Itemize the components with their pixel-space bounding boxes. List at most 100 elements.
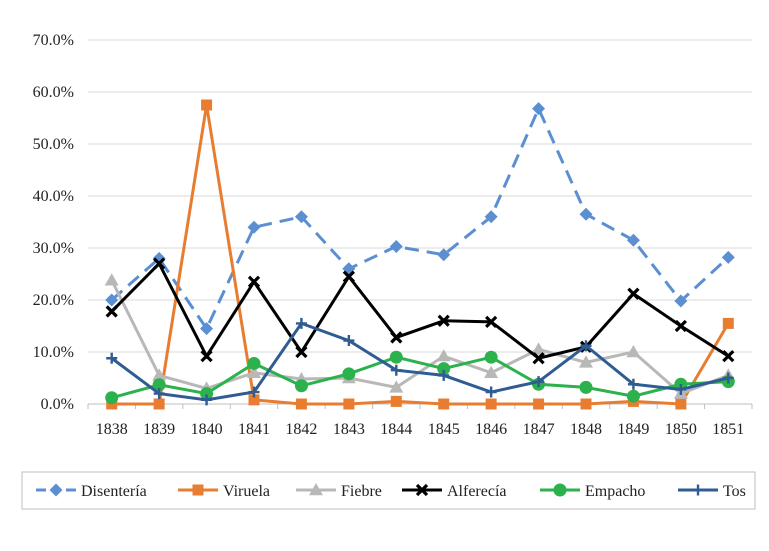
data-point (200, 322, 214, 336)
data-point (437, 362, 451, 376)
series-line (110, 104, 730, 332)
series-6 (106, 317, 734, 406)
legend-label: Disentería (81, 483, 147, 500)
x-tick-label: 1846 (475, 421, 507, 438)
x-tick-label: 1841 (238, 421, 270, 438)
data-point (153, 388, 165, 400)
data-point (343, 335, 355, 347)
data-point (295, 398, 307, 410)
x-tick-label: 1840 (191, 421, 223, 438)
data-point (721, 250, 735, 264)
data-point (247, 356, 261, 370)
data-point (580, 398, 592, 410)
data-point (437, 248, 451, 262)
data-point (248, 386, 260, 398)
legend-entry: Alferecía (402, 483, 507, 500)
data-point (485, 315, 498, 328)
legend-marker (309, 483, 323, 496)
data-point (675, 383, 687, 395)
data-point (674, 294, 688, 308)
x-tick-label: 1847 (523, 421, 555, 438)
legend: Disentería Viruela Fiebre Alferecía Empacho T… (21, 471, 756, 510)
data-point (389, 380, 404, 393)
data-point (248, 394, 260, 406)
data-point (390, 331, 403, 344)
data-point (106, 352, 118, 364)
data-point (390, 395, 402, 407)
data-point (626, 389, 640, 403)
series-3 (104, 273, 736, 399)
x-axis: 1838 1839 1840 1841 1842 1843 1844 1845 1846 1847… (87, 403, 753, 438)
data-point (579, 207, 593, 221)
data-point (200, 350, 213, 363)
series-line (110, 261, 730, 360)
data-point (295, 317, 307, 329)
y-axis: 0.0% 10.0% 20.0% 30.0% 40.0% 50.0% 60.0% 70.0% (33, 32, 74, 413)
y-tick-label: 40.0% (33, 188, 74, 205)
x-tick-label: 1848 (570, 421, 602, 438)
data-point (484, 210, 498, 224)
data-point (485, 386, 497, 398)
data-point (153, 398, 165, 410)
data-point (579, 380, 593, 394)
data-point (294, 379, 308, 393)
data-point (294, 210, 308, 224)
data-point (627, 378, 639, 390)
data-point (343, 398, 355, 410)
y-tick-label: 0.0% (41, 396, 74, 413)
legend-marker (415, 483, 429, 497)
legend-box (21, 471, 756, 510)
legend-marker (192, 484, 204, 496)
legend-entry: Viruela (178, 483, 270, 500)
data-point (342, 367, 356, 381)
legend-marker (553, 483, 567, 497)
data-point (390, 364, 402, 376)
legend-label: Fiebre (341, 483, 382, 500)
data-point (389, 350, 403, 364)
data-point (104, 273, 119, 286)
y-tick-label: 30.0% (33, 240, 74, 257)
data-point (627, 287, 640, 300)
data-point (626, 233, 640, 247)
series-5 (105, 350, 735, 405)
legend-entry: Empacho (540, 483, 645, 500)
x-tick-label: 1838 (96, 421, 128, 438)
series-1 (105, 102, 735, 336)
legend-label: Tos (723, 483, 746, 500)
legend-label: Empacho (585, 483, 645, 500)
legend-marker (692, 484, 704, 496)
y-tick-label: 60.0% (33, 84, 74, 101)
data-point (485, 398, 497, 410)
data-point (105, 293, 119, 307)
data-point (532, 352, 545, 365)
y-tick-label: 20.0% (33, 292, 74, 309)
data-point (438, 398, 450, 410)
x-tick-label: 1845 (428, 421, 460, 438)
data-point (247, 220, 261, 234)
x-tick-label: 1844 (380, 421, 412, 438)
data-point (436, 349, 451, 362)
data-point (153, 257, 166, 270)
data-point (152, 378, 166, 392)
data-point (533, 398, 545, 410)
data-point (579, 355, 593, 368)
data-point (722, 372, 734, 384)
data-point (105, 305, 118, 318)
x-tick-label: 1843 (333, 421, 365, 438)
y-tick-label: 50.0% (33, 136, 74, 153)
x-tick-label: 1842 (285, 421, 317, 438)
data-point (247, 275, 261, 288)
data-point (105, 391, 119, 405)
y-tick-label: 70.0% (33, 32, 74, 49)
legend-entry: Disentería (36, 483, 147, 500)
data-point (247, 365, 261, 379)
data-point (580, 340, 592, 352)
legend-entry: Fiebre (296, 483, 382, 500)
legend-entry: Tos (678, 483, 746, 500)
legend-marker (49, 483, 63, 497)
data-point (389, 239, 403, 253)
legend-label: Alferecía (447, 483, 507, 500)
data-point (200, 387, 214, 401)
gridlines (88, 39, 752, 405)
